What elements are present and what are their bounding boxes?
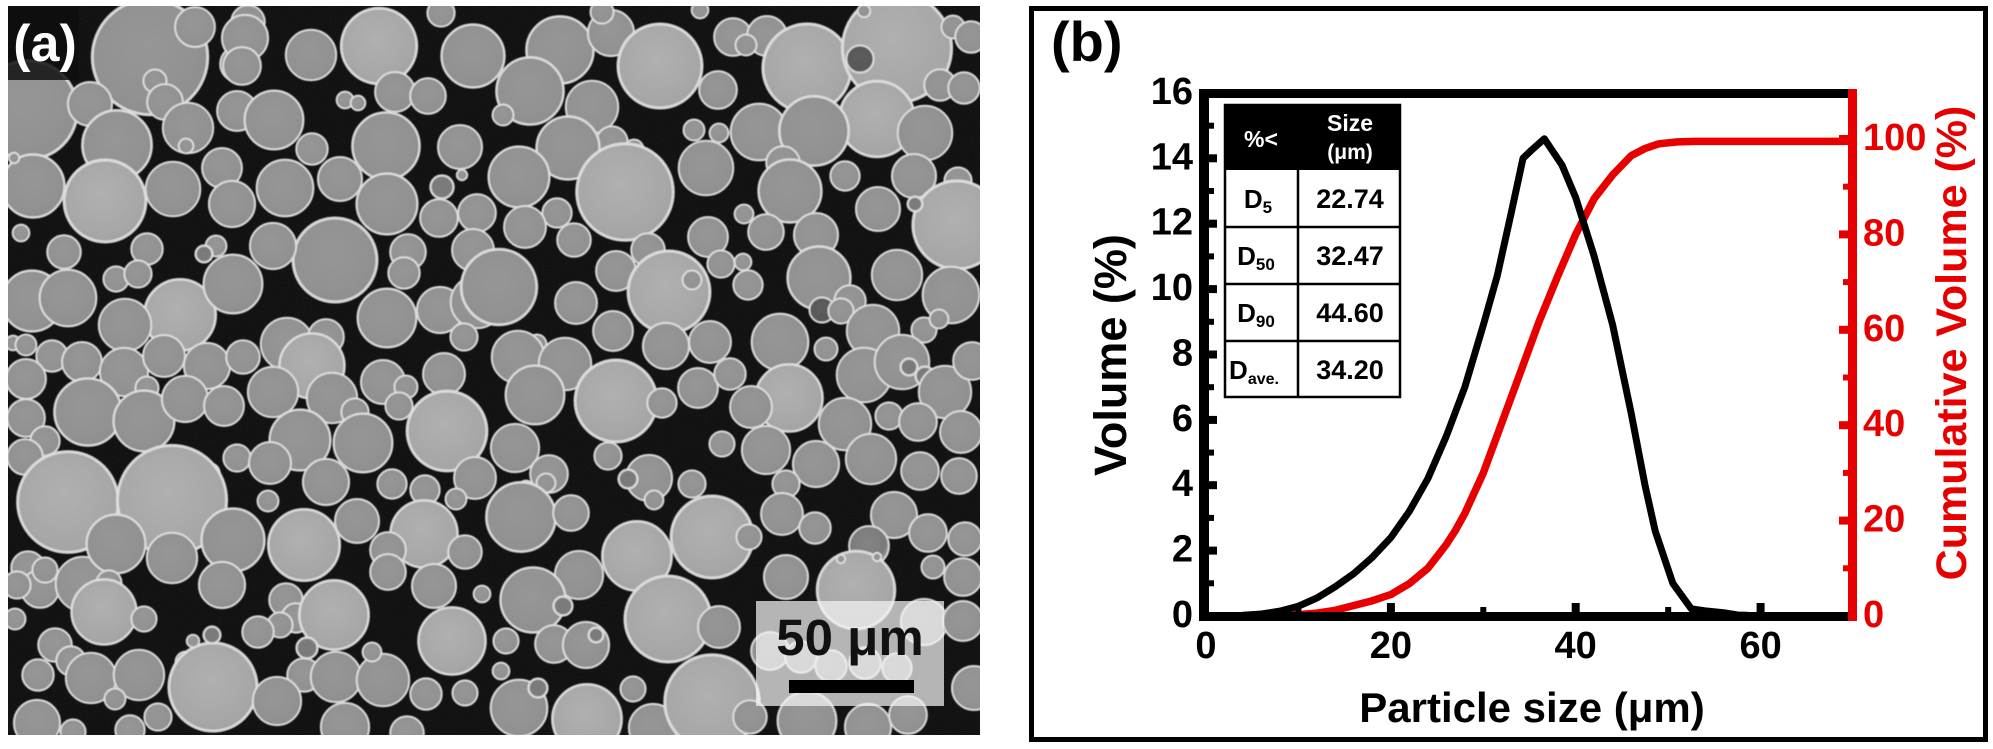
svg-text:22.74: 22.74	[1316, 184, 1384, 214]
svg-text:20: 20	[1863, 499, 1905, 541]
svg-text:Volume (%): Volume (%)	[1085, 234, 1136, 476]
svg-text:10: 10	[1151, 267, 1193, 309]
svg-text:100: 100	[1863, 117, 1926, 159]
svg-text:40: 40	[1555, 625, 1597, 667]
svg-text:32.47: 32.47	[1316, 241, 1384, 271]
svg-text:2: 2	[1172, 529, 1193, 571]
svg-text:20: 20	[1370, 625, 1412, 667]
svg-text:(b): (b)	[1051, 10, 1123, 73]
svg-text:6: 6	[1172, 398, 1193, 440]
svg-text:Size: Size	[1327, 110, 1373, 136]
svg-text:40: 40	[1863, 403, 1905, 445]
svg-text:44.60: 44.60	[1316, 298, 1384, 328]
svg-text:8: 8	[1172, 333, 1193, 375]
svg-text:34.20: 34.20	[1316, 355, 1384, 385]
svg-text:80: 80	[1863, 212, 1905, 254]
svg-text:%<: %<	[1244, 126, 1278, 152]
svg-text:(μm): (μm)	[1327, 141, 1373, 164]
svg-text:60: 60	[1739, 625, 1781, 667]
svg-text:12: 12	[1151, 202, 1193, 244]
svg-text:4: 4	[1172, 463, 1193, 505]
svg-text:60: 60	[1863, 308, 1905, 350]
svg-text:Cumulative Volume (%): Cumulative Volume (%)	[1928, 106, 1976, 581]
svg-text:0: 0	[1195, 625, 1216, 667]
svg-text:14: 14	[1151, 136, 1193, 178]
svg-text:50 μm: 50 μm	[776, 609, 923, 666]
svg-text:0: 0	[1863, 594, 1884, 636]
svg-text:Particle size (μm): Particle size (μm)	[1359, 684, 1705, 731]
svg-text:16: 16	[1151, 71, 1193, 113]
svg-text:0: 0	[1172, 594, 1193, 636]
svg-text:(a): (a)	[13, 15, 77, 73]
